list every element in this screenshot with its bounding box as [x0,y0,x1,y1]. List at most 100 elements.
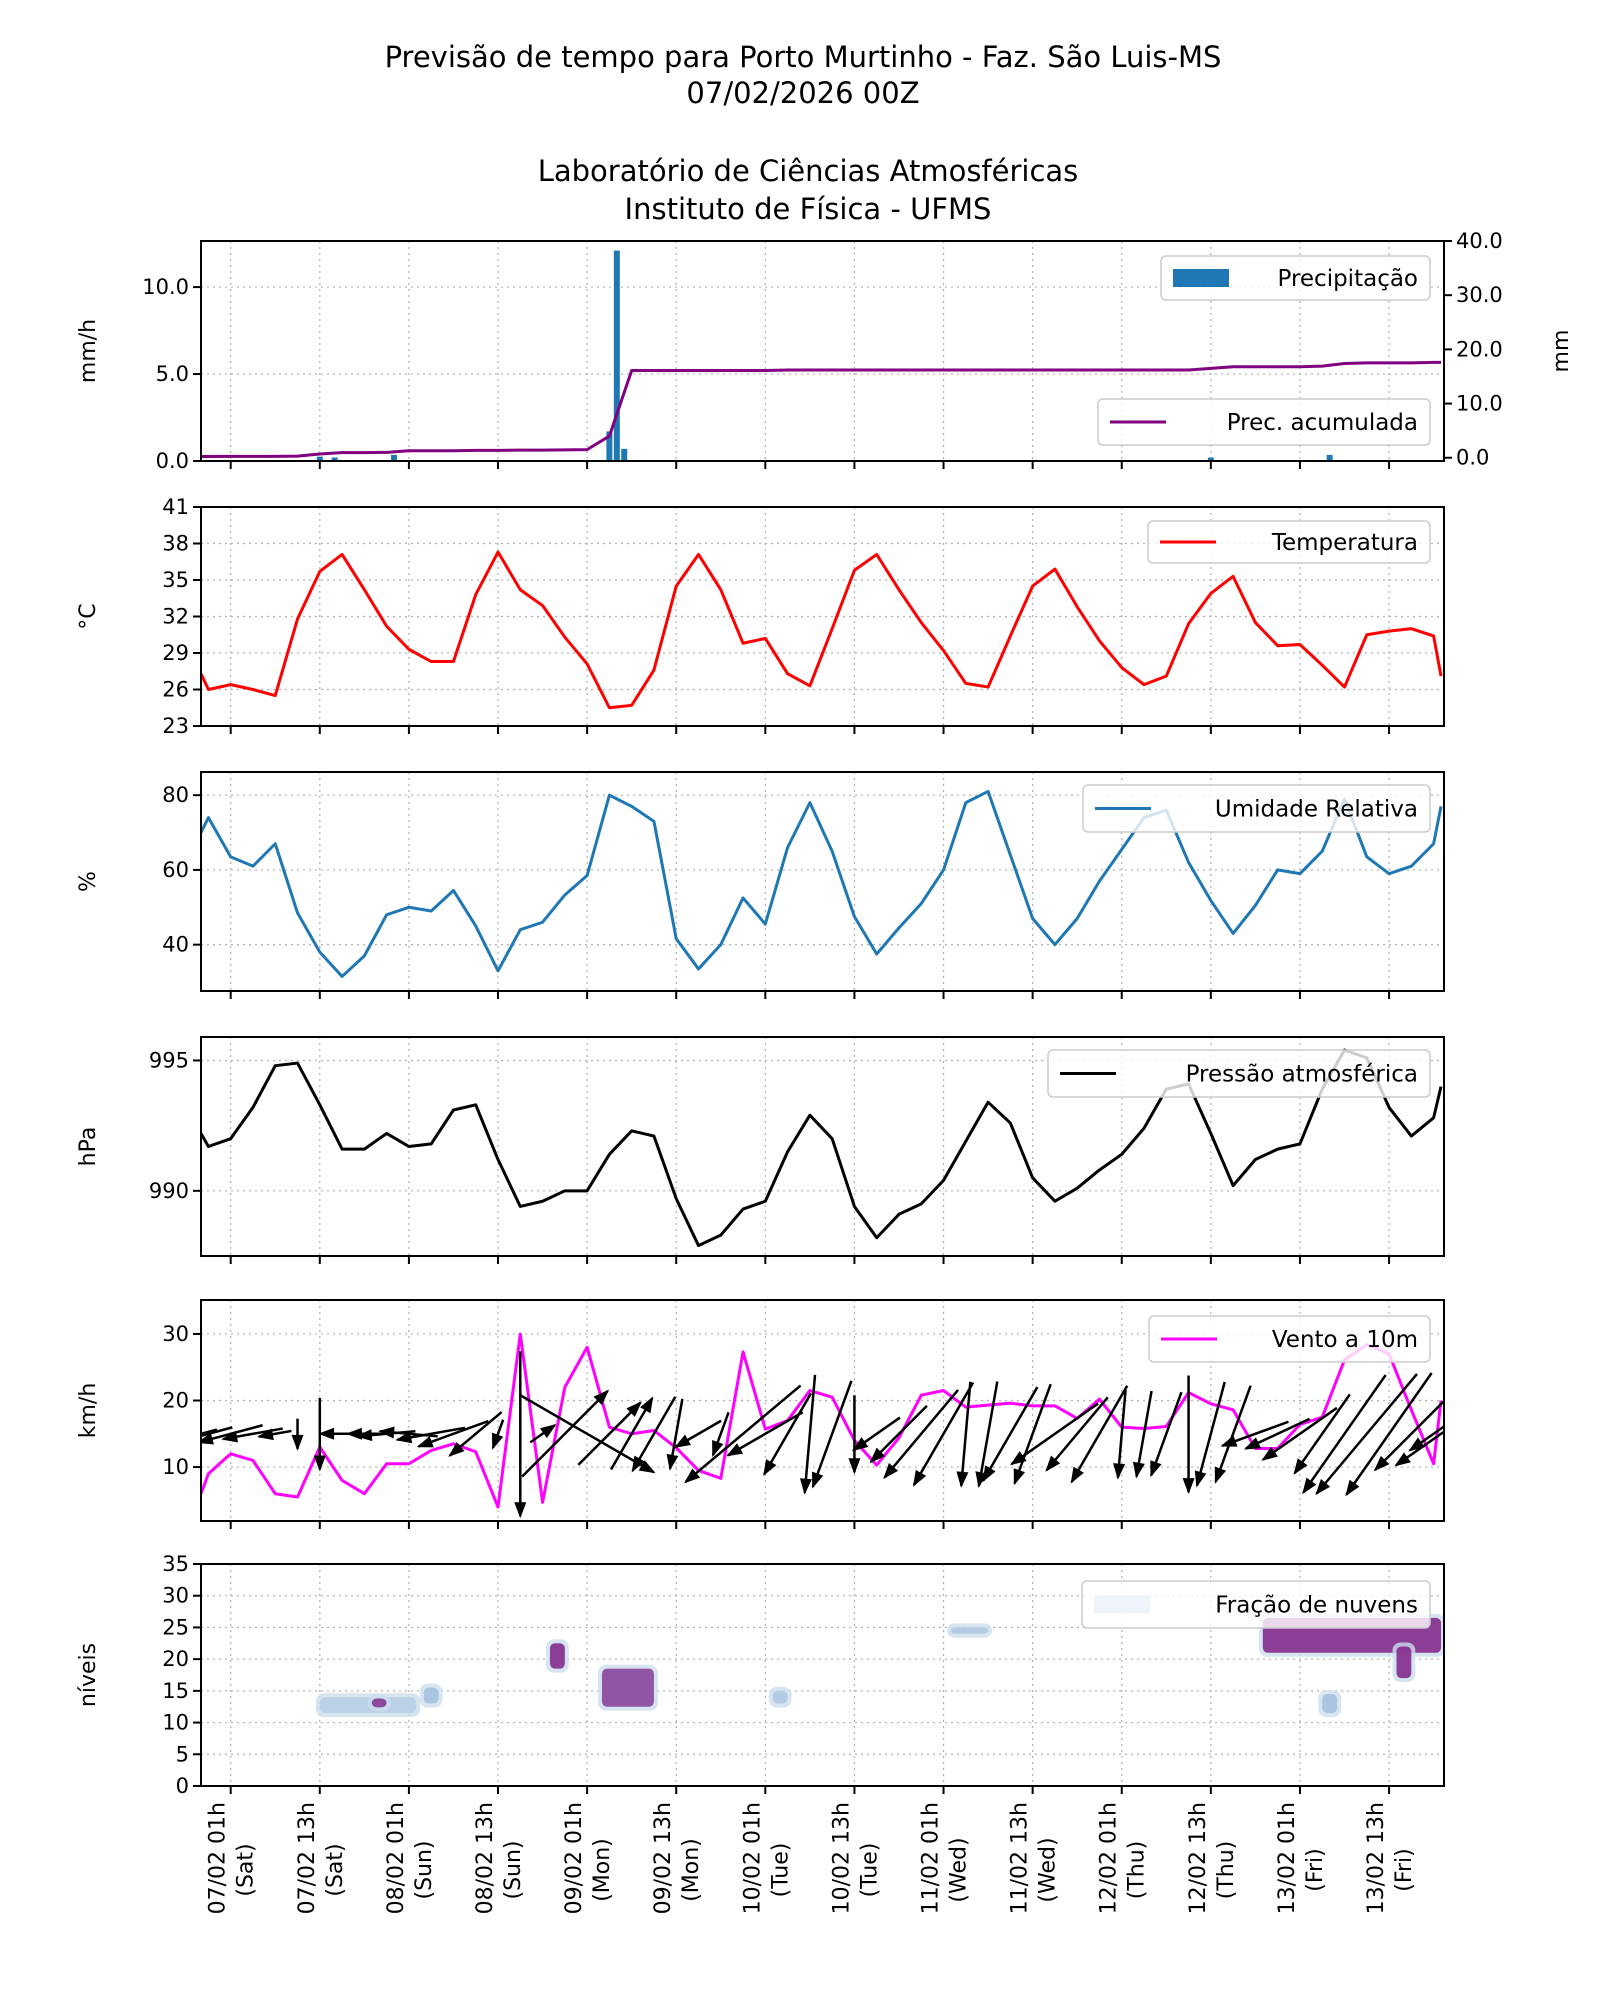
x-tick-date: 12/02 01h [1097,1802,1122,1914]
wind-arrow-head [763,1459,777,1477]
wind-arrow [726,1411,804,1457]
wind-arrow-head [631,1455,645,1473]
plot-area [315,1613,1444,1718]
wind-arrow-head [1220,1435,1238,1447]
wind-arrow [609,1396,654,1471]
cloud-cell [1392,1642,1416,1683]
wind-arrow-head [848,1458,861,1475]
y-tick-label: 5 [176,1742,189,1766]
x-tick-label: 12/02 13h (Thu) [1186,1802,1239,1914]
axes-frame [200,771,1445,992]
precip-bar [331,457,338,461]
legend: Fração de nuvens [1081,1580,1431,1629]
wind-arrow-shaft [1374,1399,1444,1471]
x-tick-weekday: (Tue) [857,1843,882,1898]
x-tick-label: 12/02 01h (Thu) [1097,1802,1150,1914]
wind-arrow [799,1374,817,1495]
wind-arrow [1045,1396,1109,1472]
wind-arrow-head [318,1427,335,1440]
wind-arrow [956,1381,972,1488]
wind-arrow-shaft [1013,1383,1052,1484]
wind-arrow [811,1380,853,1489]
wind-arrow-head [593,1389,610,1406]
wind-arrow-head [684,1468,701,1484]
cloud-core [549,1643,565,1669]
legend-frame [1148,1315,1431,1363]
wind-arrow-head [726,1443,744,1457]
y-axis-label: % [76,871,101,892]
cloud-core [950,1627,989,1634]
wind-arrow-head [1194,1470,1207,1488]
wind-arrow-head [416,1436,434,1448]
x-tick-label: 13/02 01h (Fri) [1275,1802,1328,1914]
wind-arrow-head [982,1465,996,1483]
wind-arrow-head [183,1429,200,1441]
wind-arrow-shaft [803,1374,817,1493]
y-tick-label: 20 [162,1389,189,1413]
wind-arrow [883,1389,959,1480]
x-tick-label: 13/02 13h (Fri) [1364,1802,1417,1914]
wind-arrow-shaft [1149,1391,1183,1476]
wind-arrow [912,1381,975,1487]
legend: Precipitação [1160,255,1431,301]
right-y-tick-label: 30.0 [1456,283,1503,307]
wind-arrow [201,1426,233,1438]
wind-arrow [848,1395,861,1475]
y-axis-label: km/h [76,1383,101,1439]
y-tick-label: 80 [162,783,189,807]
legend-frame [1081,1580,1431,1629]
lab-name: Laboratório de Ciências Atmosféricas [538,154,1079,188]
wind-arrow-head [666,1453,679,1471]
x-tick-date: 10/02 01h [740,1802,765,1914]
wind-arrow-head [313,1455,326,1472]
cloud-core [1322,1694,1338,1714]
y-tick-label: 20 [162,1647,189,1671]
x-tick-weekday: (Wed) [1036,1837,1061,1902]
x-tick-date: 11/02 01h [919,1802,944,1914]
wind-arrow [1345,1372,1433,1497]
wind-arrow-head [812,1471,824,1489]
legend-frame [1147,520,1431,564]
wind-arrow-head [1010,1451,1027,1466]
y-tick-label: 38 [162,532,189,556]
series-line [201,550,1443,710]
wind-arrow-shaft [763,1392,813,1475]
y-tick-label: 30 [162,1584,189,1608]
y-tick-label: 40 [162,933,189,957]
wind-arrow-head [539,1424,557,1439]
panel-4: 10 20 30 km/h Vento a 10m [76,1299,1445,1529]
right-y-tick-label: 40.0 [1456,229,1503,253]
x-tick-date: 07/02 13h [295,1802,320,1914]
wind-arrow-head [395,1431,413,1444]
wind-arrow-shaft [1293,1393,1351,1474]
legend-label: Prec. acumulada [1227,410,1418,436]
wind-arrow [851,1416,901,1452]
wind-arrow-head [1243,1437,1261,1450]
axes-frame [200,1299,1445,1522]
wind-arrow-shaft [1010,1402,1099,1466]
wind-arrow-shaft [982,1386,1039,1482]
wind-arrow-head [1045,1455,1061,1472]
y-tick-label: 10.0 [142,275,189,299]
x-tick-weekday: (Thu) [1125,1841,1150,1900]
wind-arrow-head [638,1460,656,1474]
wind-arrow-head [1373,1455,1390,1472]
wind-arrow [666,1398,684,1471]
wind-arrow [529,1424,557,1444]
wind-arrow [491,1419,505,1450]
x-tick-weekday: (Tue) [768,1843,793,1898]
wind-arrow [1070,1385,1129,1484]
series-line [201,1332,1443,1509]
wind-arrow-head [291,1434,304,1451]
y-tick-label: 10 [162,1455,189,1479]
wind-arrow-head [345,1427,362,1440]
panel-3: 990 995 hPa Pressão atmosférica [76,1036,1445,1264]
right-y-tick-label: 0.0 [1456,446,1489,470]
precip-bar [1326,454,1333,461]
wind-arrow [1132,1390,1153,1479]
legend-frame [1047,1049,1431,1098]
y-axis-label: °C [76,603,101,629]
y-tick-label: 0 [176,1774,189,1798]
wind-arrow [1243,1417,1311,1450]
